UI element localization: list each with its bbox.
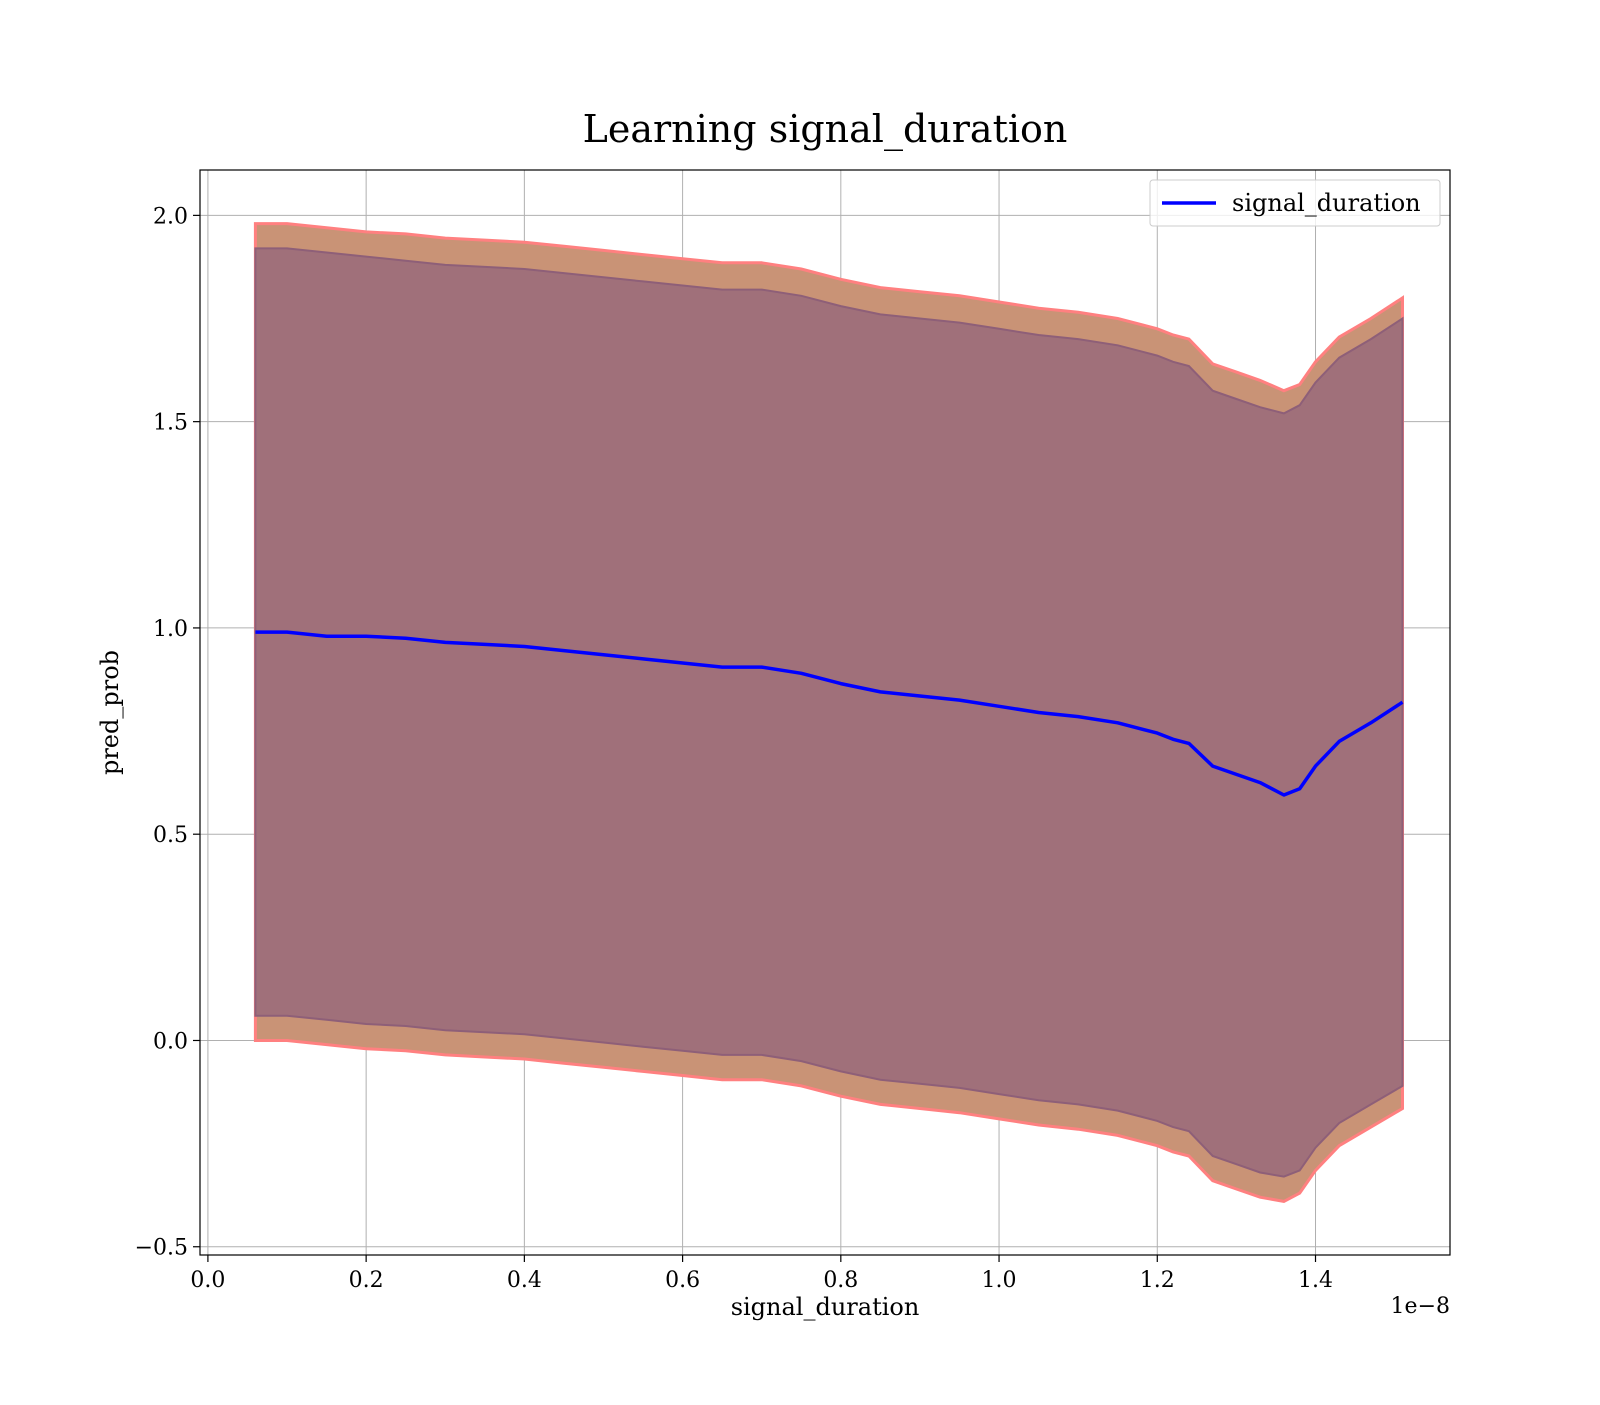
- x-tick-label-2: 0.4: [507, 1268, 542, 1293]
- confidence-bands: [253, 222, 1404, 1203]
- legend-label-signal-duration: signal_duration: [1232, 189, 1421, 217]
- y-axis-title: pred_prob: [96, 650, 124, 775]
- x-tick-label-6: 1.2: [1140, 1268, 1175, 1293]
- x-axis-title: signal_duration: [731, 1293, 920, 1321]
- y-tick-label-5: 2.0: [153, 204, 188, 229]
- legend: signal_duration: [1149, 179, 1441, 227]
- x-tick-label-1: 0.2: [349, 1268, 384, 1293]
- legend-box: [1149, 179, 1441, 227]
- band-inner: [254, 247, 1404, 1178]
- plot-frame: [199, 169, 1451, 1256]
- y-tick-label-4: 1.5: [153, 411, 188, 436]
- axis-ticks: 0.0 0.2 0.4 0.6 0.8 1.0 1.2 1.4−0.50.00.51.01.5…: [135, 204, 1333, 1293]
- x-tick-label-0: 0.0: [190, 1268, 225, 1293]
- y-tick-label-3: 1.0: [153, 617, 188, 642]
- y-tick-label-1: 0.0: [153, 1029, 188, 1054]
- x-tick-label-3: 0.6: [665, 1268, 700, 1293]
- series-line-0: [255, 630, 1404, 797]
- x-tick-label-5: 1.0: [982, 1268, 1017, 1293]
- x-tick-label-7: 1.4: [1298, 1268, 1333, 1293]
- series-lines: [255, 630, 1404, 797]
- y-tick-label-0: −0.5: [135, 1236, 188, 1261]
- y-tick-label-2: 0.5: [153, 823, 188, 848]
- chart-title: Learning signal_duration: [583, 107, 1068, 152]
- x-tick-label-4: 0.8: [823, 1268, 858, 1293]
- x-axis-offset-label: 1e−8: [1391, 1294, 1450, 1319]
